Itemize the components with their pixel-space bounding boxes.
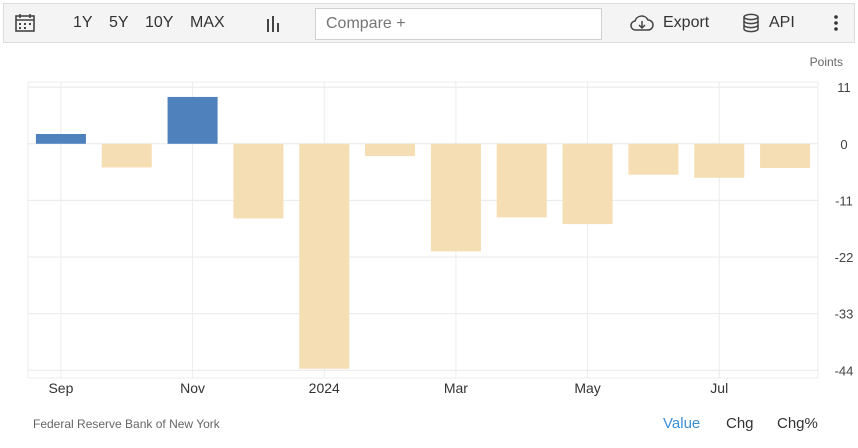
bar xyxy=(562,143,613,225)
bar xyxy=(299,143,350,369)
bar xyxy=(496,143,547,218)
bar xyxy=(233,143,284,219)
bar xyxy=(365,143,416,157)
y-tick-label: 11 xyxy=(837,80,851,95)
bar xyxy=(167,96,218,144)
y-tick-label: -44 xyxy=(835,363,854,378)
api-button[interactable]: API xyxy=(769,14,795,31)
export-button[interactable]: Export xyxy=(663,14,710,31)
chart-toolbar: 1Y 5Y 10Y MAX Export API xyxy=(3,3,855,43)
database-icon[interactable] xyxy=(742,13,760,33)
bar-chart-icon[interactable] xyxy=(264,15,282,33)
data-source-label: Federal Reserve Bank of New York xyxy=(33,417,220,431)
bar xyxy=(694,143,745,178)
bar xyxy=(35,133,86,144)
y-tick-label: -33 xyxy=(835,307,854,322)
unit-label: Points xyxy=(810,55,843,69)
range-10y-button[interactable]: 10Y xyxy=(145,14,174,31)
y-tick-label: -11 xyxy=(835,193,853,208)
bar xyxy=(430,143,481,252)
range-5y-button[interactable]: 5Y xyxy=(109,14,129,31)
y-tick-label: -22 xyxy=(835,250,854,265)
tab-chg[interactable]: Chg xyxy=(726,415,754,432)
tab-chg-pct[interactable]: Chg% xyxy=(777,415,818,432)
cloud-download-icon[interactable] xyxy=(630,14,654,32)
bar xyxy=(101,143,152,168)
bar xyxy=(760,143,811,168)
compare-input[interactable] xyxy=(315,8,602,40)
x-tick-label: Jul xyxy=(710,380,728,396)
x-tick-label: Sep xyxy=(48,380,73,396)
more-options-icon[interactable] xyxy=(831,14,841,32)
range-max-button[interactable]: MAX xyxy=(190,14,225,31)
x-tick-label: Nov xyxy=(180,380,205,396)
bar xyxy=(628,143,679,175)
bar-chart: 11 0 -11 -22 -33 -44 Sep Nov 2024 Mar May Jul Points xyxy=(27,55,854,396)
tab-value[interactable]: Value xyxy=(663,415,701,432)
x-tick-label: 2024 xyxy=(309,380,340,396)
calendar-icon[interactable] xyxy=(14,13,36,33)
y-tick-label: 0 xyxy=(840,137,847,152)
x-tick-label: Mar xyxy=(444,380,468,396)
range-1y-button[interactable]: 1Y xyxy=(73,14,93,31)
x-tick-label: May xyxy=(574,380,600,396)
plot-frame xyxy=(27,81,819,379)
